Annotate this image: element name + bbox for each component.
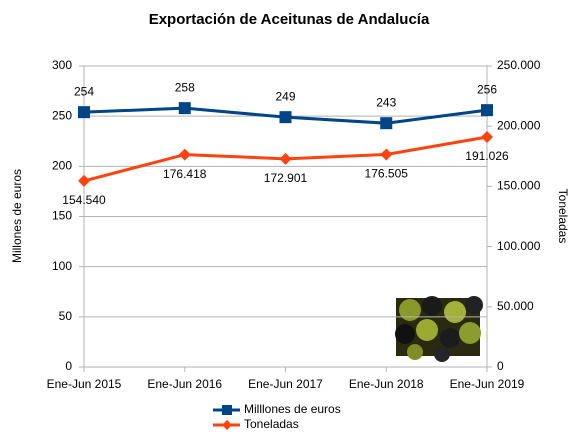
y2-tick-label: 0 bbox=[497, 359, 504, 373]
data-label: 191.026 bbox=[465, 149, 509, 163]
y2-tick-label: 200.000 bbox=[497, 118, 541, 132]
y2-tick-label: 100.000 bbox=[497, 239, 541, 253]
data-label: 249 bbox=[275, 89, 295, 103]
data-label: 172.901 bbox=[264, 171, 308, 185]
marker bbox=[279, 152, 292, 165]
legend-label: Milllones de euros bbox=[244, 402, 341, 416]
y2-tick-label: 250.000 bbox=[497, 58, 541, 72]
marker bbox=[481, 131, 493, 144]
olive-image bbox=[395, 296, 483, 362]
y-tick-label: 0 bbox=[65, 359, 72, 373]
y2-axis-title: Toneladas bbox=[556, 189, 570, 244]
chart-title: Exportación de Aceitunas de Andalucía bbox=[149, 11, 430, 28]
marker bbox=[178, 148, 191, 161]
data-label: 256 bbox=[477, 82, 497, 96]
x-tick-label: Ene-Jun 2019 bbox=[450, 377, 525, 391]
marker bbox=[78, 174, 90, 187]
y-tick-label: 300 bbox=[52, 58, 72, 72]
data-label: 176.418 bbox=[163, 167, 207, 181]
y-tick-label: 150 bbox=[52, 209, 72, 223]
y-tick-label: 50 bbox=[59, 309, 73, 323]
marker bbox=[481, 104, 493, 117]
marker bbox=[78, 106, 90, 119]
marker bbox=[279, 111, 292, 124]
data-label: 258 bbox=[175, 80, 195, 94]
data-label: 176.505 bbox=[365, 167, 409, 181]
legend-marker bbox=[222, 420, 232, 430]
marker bbox=[178, 102, 191, 115]
legend-marker bbox=[222, 405, 232, 415]
x-tick-label: Ene-Jun 2018 bbox=[349, 377, 424, 391]
marker bbox=[380, 117, 393, 130]
x-tick-label: Ene-Jun 2015 bbox=[47, 377, 122, 391]
y-tick-label: 100 bbox=[52, 259, 72, 273]
marker bbox=[380, 148, 393, 161]
x-tick-label: Ene-Jun 2017 bbox=[248, 377, 323, 391]
y-axis-title: Millones de euros bbox=[10, 169, 24, 263]
y2-tick-label: 50.000 bbox=[497, 299, 534, 313]
legend-label: Toneladas bbox=[244, 417, 299, 431]
y-tick-label: 200 bbox=[52, 159, 72, 173]
data-label: 154.540 bbox=[62, 193, 106, 207]
x-tick-label: Ene-Jun 2016 bbox=[147, 377, 222, 391]
data-label: 254 bbox=[74, 84, 94, 98]
data-label: 243 bbox=[376, 95, 396, 109]
y-tick-label: 250 bbox=[52, 108, 72, 122]
y2-tick-label: 150.000 bbox=[497, 179, 541, 193]
